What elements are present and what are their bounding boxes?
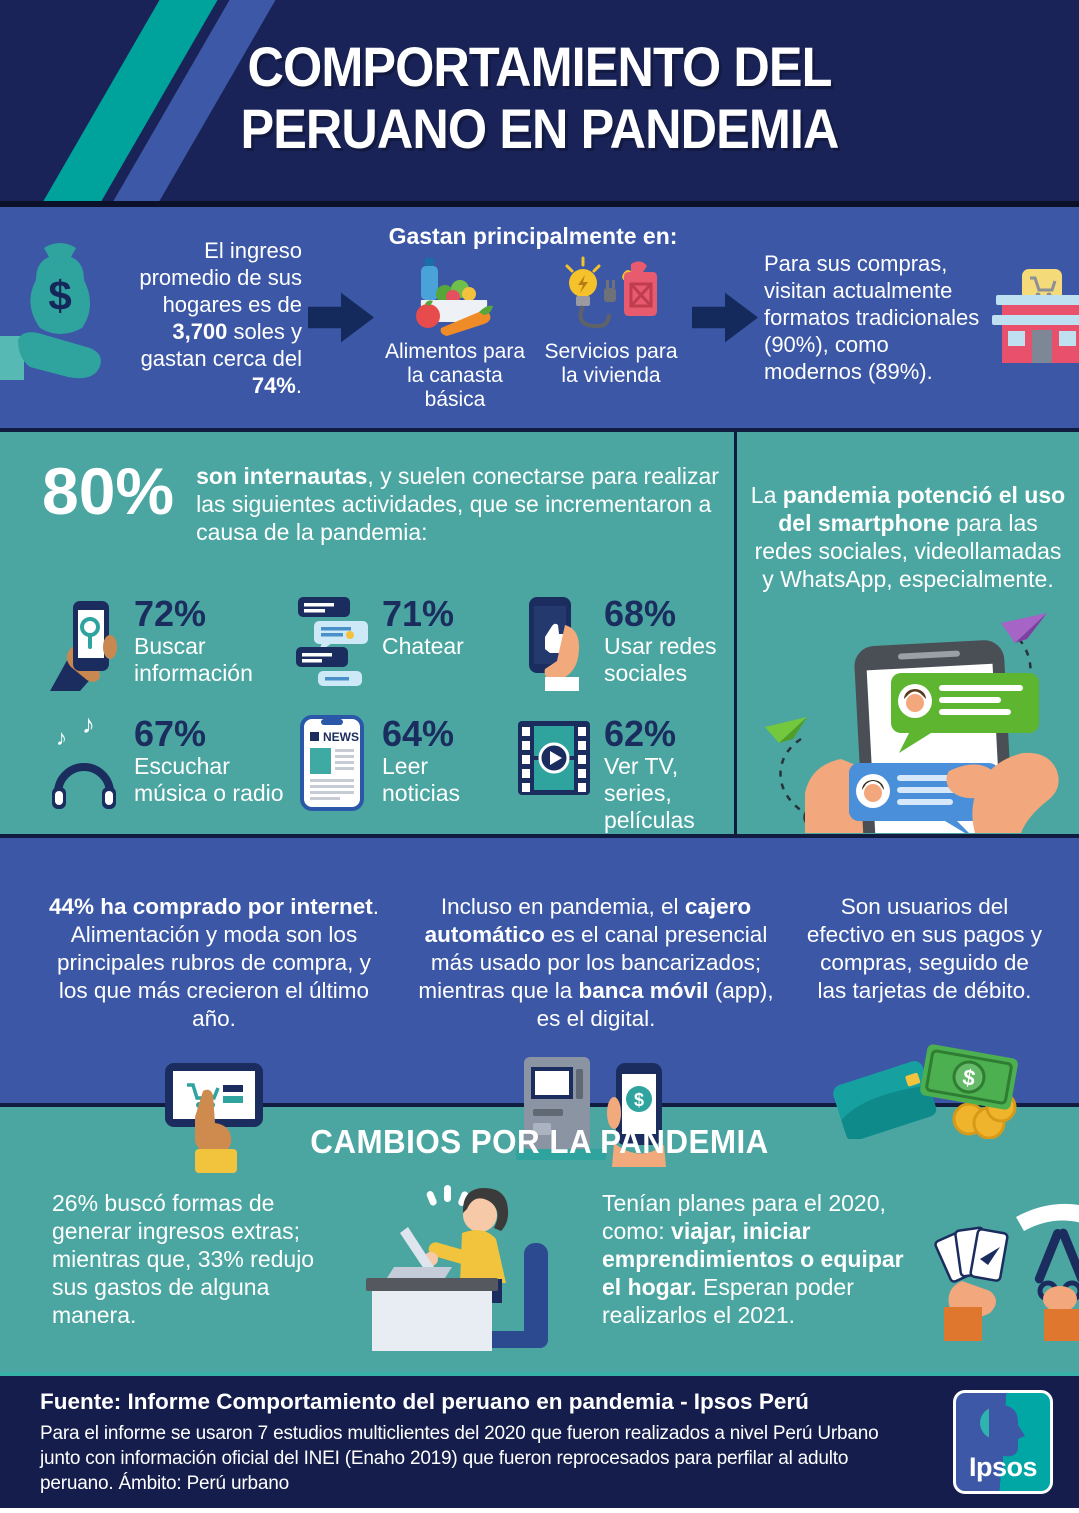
right-arrow-icon (692, 292, 758, 343)
news-phone-icon: NEWS (290, 715, 374, 811)
stat-percentage: 62% (604, 713, 677, 754)
phone-search-icon (42, 595, 126, 691)
store-icon (990, 267, 1079, 368)
spend-item-label: Servicios para la vivienda (544, 340, 678, 387)
ipsos-logo: Ipsos (953, 1390, 1053, 1494)
stat-buscar-informacion: 72% Buscar información (42, 595, 290, 691)
person-working-laptop-illustration (332, 1171, 568, 1358)
atm-banking-block: Incluso en pandemia, el cajero automátic… (402, 870, 790, 1167)
smartphone-text: La pandemia potenció el uso del smartpho… (750, 482, 1066, 592)
phone-social-icon (512, 595, 596, 691)
changes-section: CAMBIOS POR LA PANDEMIA 26% buscó formas… (0, 1107, 1079, 1372)
stat-label: Chatear (382, 633, 464, 659)
spend-item-services: Servicios para la vivienda (540, 254, 682, 412)
atm-banking-text: Incluso en pandemia, el cajero automátic… (418, 893, 774, 1031)
smartphone-hands-illustration (743, 581, 1073, 834)
internet-stats-panel: 80% son internautas, y suelen conectarse… (0, 432, 734, 834)
news-label: NEWS (323, 730, 359, 744)
stat-percentage: 67% (134, 713, 207, 754)
formats-text: Para sus compras, visitan actualmente fo… (764, 251, 980, 384)
dollar-glyph: $ (960, 1064, 976, 1091)
stat-percentage: 72% (134, 593, 207, 634)
spend-header: Gastan principalmente en: (388, 223, 678, 249)
money-bag-hand-icon: $ (0, 240, 112, 395)
internet-users-percentage: 80% (42, 454, 175, 528)
tablet-finger-icon (26, 1055, 402, 1173)
header-banner: COMPORTAMIENTO DEL PERUANO EN PANDEMIA (0, 0, 1079, 207)
music-note-glyph: ♪ (56, 725, 67, 750)
spend-block: Gastan principalmente en: (380, 223, 686, 412)
changes-title: CAMBIOS POR LA PANDEMIA (310, 1123, 769, 1160)
stat-label: Ver TV, series, películas (604, 753, 695, 833)
stat-leer-noticias: NEWS 64% Leer noticias (290, 715, 512, 834)
changes-right-text: Tenían planes para el 2020, como: viajar… (602, 1190, 904, 1328)
chat-bubbles-icon (290, 595, 374, 687)
activity-stats-grid: 72% Buscar información (42, 595, 734, 834)
dollar-glyph: $ (48, 272, 71, 319)
card-and-cash-icon: $ (790, 1027, 1059, 1139)
film-strip-icon (512, 715, 596, 801)
page-title-line1: COMPORTAMIENTO DEL (247, 35, 833, 98)
internet-section: 80% son internautas, y suelen conectarse… (0, 428, 1079, 838)
banking-section: 44% ha comprado por internet. Alimentaci… (0, 838, 1079, 1173)
smartphone-panel: La pandemia potenció el uso del smartpho… (734, 432, 1079, 834)
source-title: Fuente: Informe Comportamiento del perua… (40, 1388, 809, 1414)
changes-left-text: 26% buscó formas de generar ingresos ext… (52, 1190, 315, 1328)
stat-label: Leer noticias (382, 753, 460, 806)
spend-item-label: Alimentos para la canasta básica (384, 340, 526, 411)
plans-hands-illustration: ♥ (916, 1171, 1079, 1346)
food-basket-icon (384, 254, 526, 336)
online-shopping-text: 44% ha comprado por internet. Alimentaci… (48, 893, 380, 1031)
income-text: El ingreso promedio de sus hogares es de… (139, 237, 302, 398)
internet-intro-text: son internautas, y suelen conectarse par… (196, 463, 719, 545)
cash-payment-block: Son usuarios del efectivo en sus pagos y… (790, 870, 1059, 1139)
atm-and-mobile-banking-icon: $ (402, 1055, 790, 1167)
home-services-icon (540, 254, 682, 336)
page-title: COMPORTAMIENTO DEL PERUANO EN PANDEMIA (54, 36, 1025, 160)
music-note-glyph: ♪ (82, 715, 95, 739)
online-shopping-block: 44% ha comprado por internet. Alimentaci… (26, 870, 402, 1173)
stat-ver-tv: 62% Ver TV, series, películas (512, 715, 732, 834)
footer-source-bar: Fuente: Informe Comportamiento del perua… (0, 1372, 1079, 1508)
headphones-icon: ♪ ♪ (42, 715, 126, 811)
income-section: $ El ingreso promedio de sus hogares es … (0, 207, 1079, 428)
stat-percentage: 68% (604, 593, 677, 634)
stat-redes-sociales: 68% Usar redes sociales (512, 595, 732, 691)
stat-chatear: 71% Chatear (290, 595, 512, 691)
source-details: Para el informe se usaron 7 estudios mul… (40, 1422, 879, 1494)
spend-item-food: Alimentos para la canasta básica (384, 254, 526, 412)
cash-payment-text: Son usuarios del efectivo en sus pagos y… (806, 893, 1043, 1003)
income-block: $ El ingreso promedio de sus hogares es … (0, 215, 302, 421)
right-arrow-icon (308, 292, 374, 343)
formats-block: Para sus compras, visitan actualmente fo… (764, 228, 1079, 407)
stat-label: Usar redes sociales (604, 633, 717, 686)
stat-musica-radio: ♪ ♪ 67% Escuchar música o radio (42, 715, 290, 834)
stat-percentage: 71% (382, 593, 455, 634)
page-title-line2: PERUANO EN PANDEMIA (240, 97, 839, 160)
dollar-glyph: $ (634, 1090, 644, 1110)
stat-label: Escuchar música o radio (134, 753, 284, 806)
stat-label: Buscar información (134, 633, 253, 686)
ipsos-logo-text: Ipsos (968, 1452, 1038, 1482)
stat-percentage: 64% (382, 713, 455, 754)
